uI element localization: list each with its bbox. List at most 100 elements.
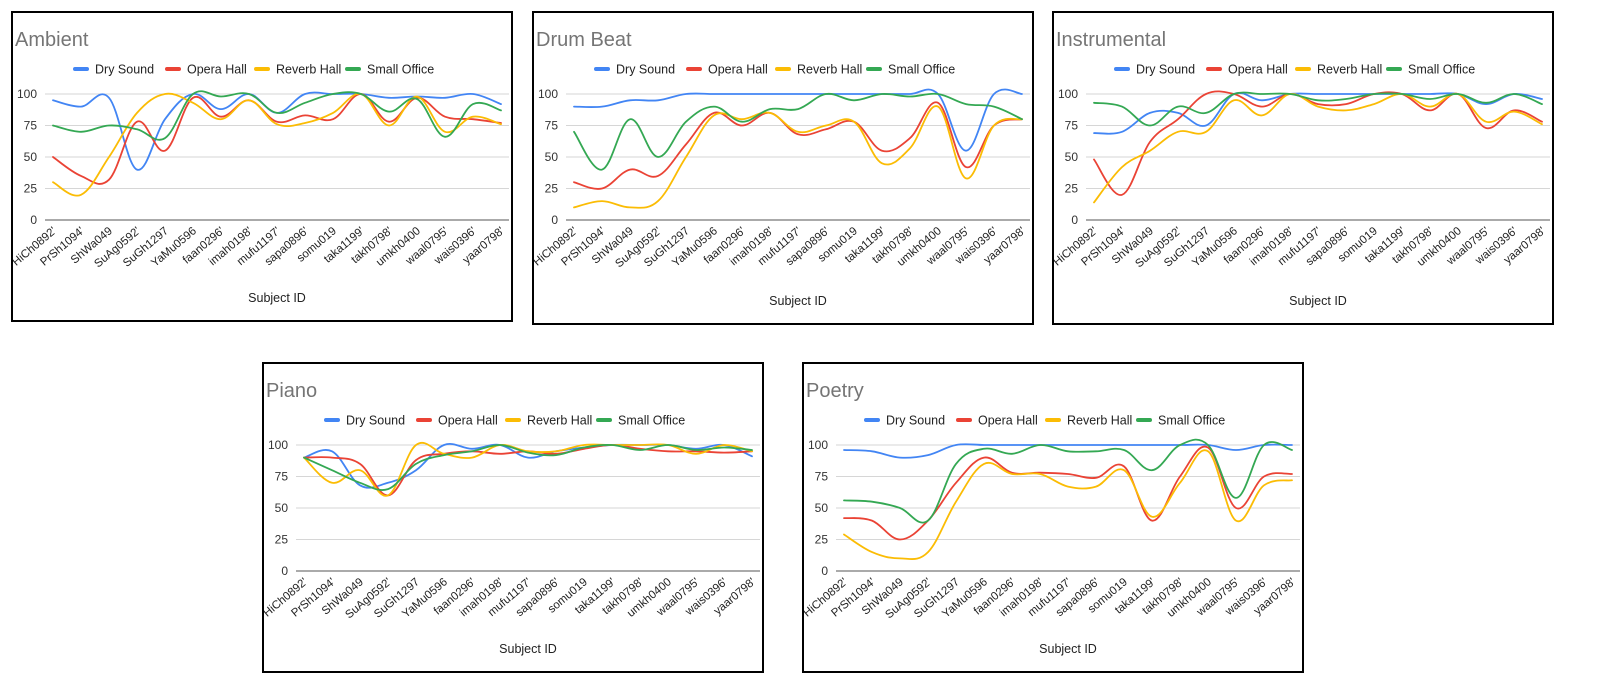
y-tick-label: 50 <box>545 150 559 164</box>
legend-label: Reverb Hall <box>1067 414 1132 428</box>
legend-label: Opera Hall <box>438 414 498 428</box>
y-tick-label: 100 <box>17 87 37 101</box>
series-line-small-office <box>303 443 753 491</box>
legend-label: Small Office <box>618 414 685 428</box>
x-axis-title: Subject ID <box>248 291 306 305</box>
y-tick-label: 100 <box>1058 87 1078 101</box>
y-axis: 0 25 50 75 100 <box>17 87 509 227</box>
legend-item: Opera Hall <box>165 63 247 77</box>
y-axis: 0 25 50 75 100 <box>808 438 1300 578</box>
series-group <box>1093 90 1543 204</box>
chart-title: Drum Beat <box>536 29 632 51</box>
y-tick-label: 100 <box>268 438 288 452</box>
legend-label: Small Office <box>888 63 955 77</box>
legend-label: Opera Hall <box>1228 63 1288 77</box>
y-tick-label: 25 <box>275 533 289 547</box>
x-axis-title: Subject ID <box>1289 294 1347 308</box>
y-tick-label: 0 <box>281 564 288 578</box>
legend-item: Dry Sound <box>1114 63 1195 77</box>
y-tick-label: 75 <box>815 470 829 484</box>
y-tick-label: 0 <box>821 564 828 578</box>
series-line-reverb-hall <box>573 105 1023 209</box>
chart-panel-ambient: Ambient Dry Sound Opera Hall Reverb Hall Sm… <box>11 11 513 322</box>
series-line-small-office <box>843 438 1293 524</box>
legend-item: Reverb Hall <box>505 414 592 428</box>
legend: Dry Sound Opera Hall Reverb Hall Small Offi… <box>594 63 955 77</box>
series-line-small-office <box>1093 91 1543 127</box>
y-tick-label: 50 <box>1065 150 1079 164</box>
legend: Dry Sound Opera Hall Reverb Hall Small Offi… <box>73 63 434 77</box>
legend-label: Dry Sound <box>1136 63 1195 77</box>
legend-label: Opera Hall <box>708 63 768 77</box>
series-line-reverb-hall <box>843 449 1293 560</box>
x-axis: HiCh0892'PrSh1094'ShWa049SuAg0592'SuGh12… <box>1054 225 1548 270</box>
legend-item: Small Office <box>345 63 434 77</box>
legend-label: Small Office <box>1158 414 1225 428</box>
y-tick-label: 25 <box>815 533 829 547</box>
series-group <box>573 88 1023 209</box>
series-line-small-office <box>52 90 502 141</box>
legend-item: Small Office <box>1136 414 1225 428</box>
legend-item: Opera Hall <box>1206 63 1288 77</box>
x-axis-title: Subject ID <box>1039 642 1097 656</box>
y-tick-label: 25 <box>24 182 38 196</box>
legend-label: Small Office <box>1408 63 1475 77</box>
y-axis: 0 25 50 75 100 <box>1058 87 1550 227</box>
legend-label: Reverb Hall <box>527 414 592 428</box>
legend-label: Reverb Hall <box>1317 63 1382 77</box>
y-tick-label: 0 <box>30 213 37 227</box>
chart-title: Instrumental <box>1056 29 1167 51</box>
y-tick-label: 50 <box>815 501 829 515</box>
legend-label: Opera Hall <box>978 414 1038 428</box>
legend-item: Reverb Hall <box>1295 63 1382 77</box>
series-line-reverb-hall <box>52 92 502 197</box>
y-tick-label: 25 <box>1065 182 1079 196</box>
x-axis: HiCh0892'PrSh1094'ShWa049SuAg0592'SuGh12… <box>804 576 1298 621</box>
series-line-reverb-hall <box>303 442 753 497</box>
chart-panel-instrumental: Instrumental Dry Sound Opera Hall Reverb H… <box>1052 11 1554 325</box>
legend-item: Reverb Hall <box>254 63 341 77</box>
y-axis: 0 25 50 75 100 <box>268 438 760 578</box>
y-tick-label: 0 <box>551 213 558 227</box>
legend-item: Opera Hall <box>956 414 1038 428</box>
legend-item: Opera Hall <box>416 414 498 428</box>
x-axis-title: Subject ID <box>499 642 557 656</box>
chart-panel-drum-beat: Drum Beat Dry Sound Opera Hall Reverb Hall… <box>532 11 1034 325</box>
legend-label: Reverb Hall <box>797 63 862 77</box>
y-tick-label: 50 <box>275 501 289 515</box>
series-line-small-office <box>573 92 1023 171</box>
poetry-chart: Dry Sound Opera Hall Reverb Hall Small Offi… <box>804 414 1300 656</box>
legend-item: Dry Sound <box>324 414 405 428</box>
chart-title: Piano <box>266 380 318 402</box>
legend-item: Small Office <box>1386 63 1475 77</box>
legend-label: Dry Sound <box>886 414 945 428</box>
ambient-chart: Dry Sound Opera Hall Reverb Hall Small Offi… <box>13 63 509 305</box>
legend-label: Opera Hall <box>187 63 247 77</box>
series-line-dry-sound <box>843 443 1293 459</box>
y-tick-label: 75 <box>275 470 289 484</box>
series-group <box>52 90 502 197</box>
y-tick-label: 25 <box>545 182 559 196</box>
series-line-reverb-hall <box>1093 92 1543 204</box>
series-line-opera-hall <box>573 101 1023 190</box>
legend-item: Small Office <box>596 414 685 428</box>
legend: Dry Sound Opera Hall Reverb Hall Small Offi… <box>864 414 1225 428</box>
legend-item: Reverb Hall <box>1045 414 1132 428</box>
legend-label: Reverb Hall <box>276 63 341 77</box>
legend-item: Dry Sound <box>864 414 945 428</box>
x-axis-title: Subject ID <box>769 294 827 308</box>
legend: Dry Sound Opera Hall Reverb Hall Small Offi… <box>1114 63 1475 77</box>
y-tick-label: 75 <box>24 119 38 133</box>
chart-title: Ambient <box>15 29 89 51</box>
y-tick-label: 100 <box>538 87 558 101</box>
x-axis: HiCh0892'PrSh1094'ShWa049SuAg0592'SuGh12… <box>264 576 758 621</box>
legend-item: Reverb Hall <box>775 63 862 77</box>
series-line-dry-sound <box>573 88 1023 152</box>
legend-label: Dry Sound <box>346 414 405 428</box>
chart-panel-piano: Piano Dry Sound Opera Hall Reverb Hall Smal… <box>262 362 764 673</box>
legend-item: Small Office <box>866 63 955 77</box>
y-tick-label: 75 <box>1065 119 1079 133</box>
instrumental-chart: Dry Sound Opera Hall Reverb Hall Small Offi… <box>1054 63 1550 308</box>
series-group <box>843 438 1293 560</box>
chart-title: Poetry <box>806 380 864 402</box>
